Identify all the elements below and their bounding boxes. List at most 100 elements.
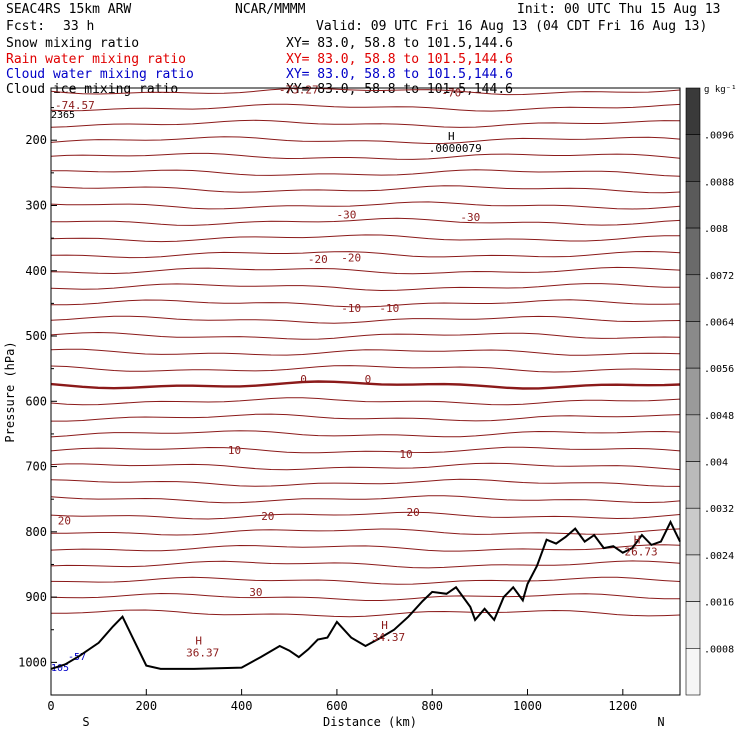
contour-label: 30 bbox=[249, 586, 262, 599]
x-tick-label: 200 bbox=[135, 699, 157, 713]
isotherm-line bbox=[50, 478, 681, 487]
isotherm-line bbox=[50, 103, 681, 112]
extremum-h-label: H bbox=[381, 619, 388, 632]
extremum-h-label: H bbox=[634, 533, 641, 546]
extremum-value: 36.37 bbox=[186, 647, 219, 660]
model-title: SEAC4RS 15km ARW bbox=[6, 2, 131, 17]
x-tick-label: 0 bbox=[47, 699, 54, 713]
colorbar-label: .0048 bbox=[704, 411, 734, 422]
colorbar-swatch bbox=[685, 274, 701, 322]
extremum-h-label: H bbox=[195, 635, 202, 648]
contour-label: -20 bbox=[341, 252, 361, 265]
colorbar-swatch bbox=[685, 461, 701, 509]
isotherm-line bbox=[50, 576, 681, 585]
y-tick-label: 1000 bbox=[18, 655, 47, 669]
colorbar-swatch bbox=[685, 601, 701, 649]
isotherm-line bbox=[50, 592, 680, 601]
x-tick-label: 1000 bbox=[513, 699, 542, 713]
contour-label: -30 bbox=[460, 211, 480, 224]
y-tick-label: 300 bbox=[25, 198, 47, 212]
isotherm-line bbox=[51, 528, 681, 536]
plot-frame bbox=[50, 87, 681, 696]
x-tick-label: 600 bbox=[326, 699, 348, 713]
contour-labels: -73.27 -70 -30 -30 -20 -20 -10 -10 0 0 10 10 20 20 20 3… bbox=[51, 83, 480, 674]
y-axis-label: Pressure (hPa) bbox=[3, 341, 17, 442]
corner-height-value: 2365 bbox=[51, 110, 75, 121]
isotherm-line bbox=[50, 201, 681, 210]
chart-header: SEAC4RS 15km ARW NCAR/MMMM Init: 00 UTC … bbox=[6, 2, 721, 34]
field-xy-cloud-water: XY= 83.0, 58.8 to 101.5,144.6 bbox=[286, 67, 513, 82]
cloud-water-value-2: 105 bbox=[51, 663, 69, 674]
contour-label: 10 bbox=[399, 448, 412, 461]
colorbar-swatch bbox=[685, 414, 701, 462]
x-tick-label: 800 bbox=[421, 699, 443, 713]
field-name-cloud-ice: Cloud ice mixing ratio bbox=[6, 82, 178, 97]
colorbar-swatch bbox=[685, 227, 701, 276]
contour-label: 20 bbox=[407, 506, 420, 519]
contour-label: 20 bbox=[261, 510, 274, 523]
isotherm-line bbox=[50, 495, 681, 504]
isotherm-line bbox=[50, 397, 681, 406]
colorbar-label: .0072 bbox=[704, 271, 734, 282]
field-xy-snow: XY= 83.0, 58.8 to 101.5,144.6 bbox=[286, 36, 513, 51]
contour-label: 10 bbox=[228, 444, 241, 457]
y-tick-label: 900 bbox=[25, 590, 47, 604]
extremum-value: 26.73 bbox=[625, 545, 658, 558]
colorbar-swatch bbox=[685, 181, 701, 229]
isotherm-line bbox=[50, 283, 681, 292]
y-tick-label: 600 bbox=[25, 394, 47, 408]
field-name-cloud-water: Cloud water mixing ratio bbox=[6, 67, 194, 82]
fcst-label: Fcst: bbox=[6, 19, 45, 34]
terrain bbox=[50, 519, 681, 670]
colorbar-swatch bbox=[685, 648, 701, 696]
colorbar-label: .0016 bbox=[704, 598, 734, 609]
isotherm-line bbox=[50, 185, 681, 194]
isotherm-line bbox=[50, 430, 681, 438]
isotherm-line bbox=[50, 266, 681, 275]
field-name-rain: Rain water mixing ratio bbox=[6, 52, 186, 67]
isotherm-line bbox=[51, 413, 681, 422]
init-time: Init: 00 UTC Thu 15 Aug 13 bbox=[517, 2, 721, 17]
colorbar-swatch bbox=[685, 321, 701, 369]
colorbar-swatch bbox=[685, 87, 701, 135]
isotherm-line bbox=[50, 136, 681, 145]
valid-time: Valid: 09 UTC Fri 16 Aug 13 (04 CDT Fri … bbox=[316, 19, 707, 34]
contour-label: -20 bbox=[308, 253, 328, 266]
contour-label: 0 bbox=[365, 373, 372, 386]
contour-label: 0 bbox=[300, 373, 307, 386]
isotherm-line bbox=[50, 331, 681, 340]
contour-label: -73.27 bbox=[279, 83, 319, 96]
colorbar: .0096 .0088 .008 .0072 .0064 .0056 .0048 .004 .0… bbox=[685, 85, 737, 696]
isotherm-line bbox=[51, 299, 681, 308]
isotherm-line bbox=[51, 169, 681, 177]
isotherm-line bbox=[50, 511, 681, 520]
y-tick-label: 800 bbox=[25, 525, 47, 539]
isotherm-line bbox=[50, 250, 681, 259]
extremum-value: .0000079 bbox=[429, 142, 482, 155]
x-tick-label: 1200 bbox=[608, 699, 637, 713]
colorbar-label: .004 bbox=[704, 458, 728, 469]
colorbar-swatch bbox=[685, 367, 701, 416]
isotherm-line bbox=[50, 462, 681, 471]
contour-label: -10 bbox=[341, 302, 361, 315]
x-tick-label: 400 bbox=[231, 699, 253, 713]
field-name-snow: Snow mixing ratio bbox=[6, 36, 139, 51]
x-end-label-north: N bbox=[657, 715, 664, 729]
extremum-value: 34.37 bbox=[372, 631, 405, 644]
colorbar-unit: g kg⁻¹ bbox=[704, 85, 737, 95]
colorbar-label: .0096 bbox=[704, 131, 734, 142]
isotherm-line bbox=[50, 152, 681, 160]
y-tick-label: 200 bbox=[25, 133, 47, 147]
colorbar-label: .0056 bbox=[704, 364, 734, 375]
colorbar-swatch bbox=[685, 554, 701, 602]
contour-label: -10 bbox=[379, 302, 399, 315]
extremum-h-label: H bbox=[448, 130, 455, 143]
isotherm-line bbox=[50, 87, 681, 96]
isotherm-line bbox=[50, 315, 681, 324]
isotherm-line bbox=[50, 119, 681, 128]
colorbar-swatch bbox=[685, 134, 701, 182]
isotherm-line bbox=[50, 560, 681, 569]
corner-min-value: -74.57 bbox=[55, 99, 95, 112]
